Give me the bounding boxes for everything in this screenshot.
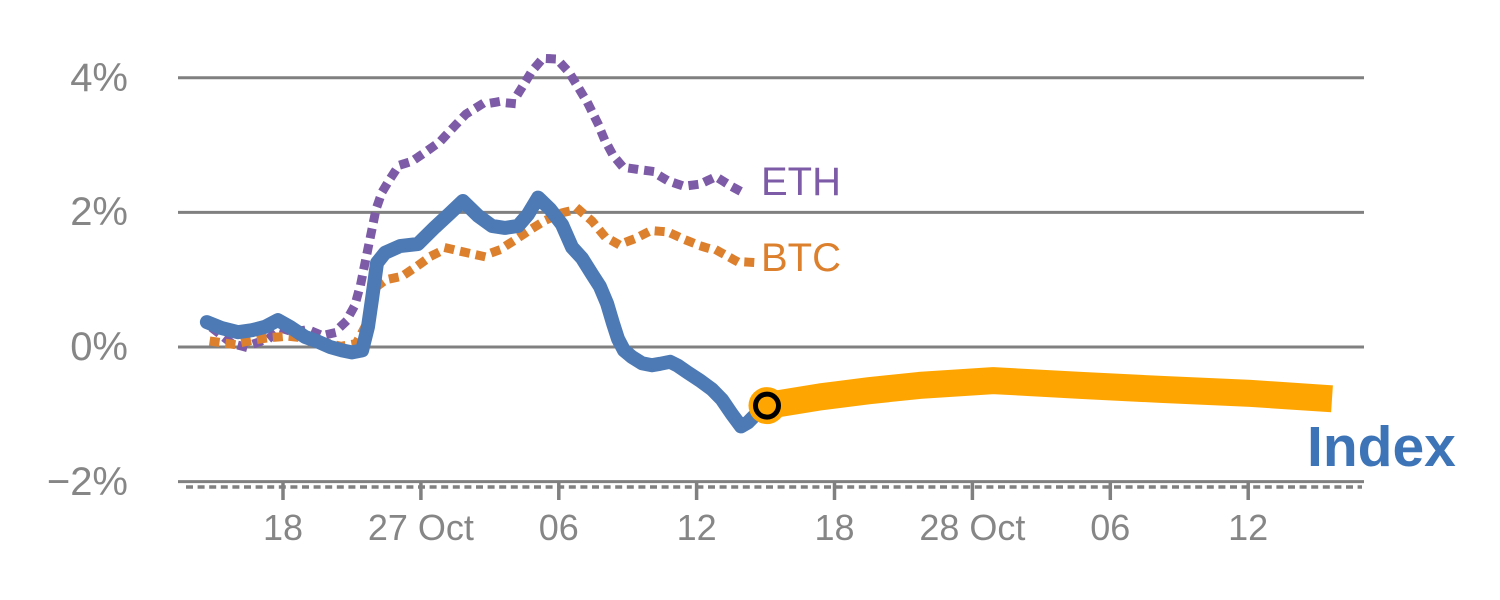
y-tick-label: 4% (70, 55, 128, 100)
index-line-continuation (764, 367, 1333, 419)
index-line-history (199, 190, 774, 434)
x-tick-label: 12 (1228, 507, 1269, 548)
x-tick-label: 18 (262, 507, 304, 548)
x-tick-label: 18 (814, 507, 855, 548)
series-label-index: Index (1307, 415, 1456, 479)
series-label-btc: BTC (761, 236, 841, 280)
series-label-eth: ETH (761, 160, 841, 204)
x-tick-label: 12 (676, 507, 717, 548)
x-tick-label: 27 Oct (367, 507, 474, 548)
eth-line (208, 53, 753, 352)
y-tick-label: 0% (70, 325, 128, 369)
x-tick-label: 06 (1090, 507, 1131, 548)
y-tick-label: 2% (70, 190, 128, 235)
y-tick-label: −2% (46, 459, 128, 504)
x-tick-label: 28 Oct (919, 507, 1026, 548)
x-tick-label: 06 (538, 507, 579, 548)
current-point-marker (753, 391, 781, 420)
